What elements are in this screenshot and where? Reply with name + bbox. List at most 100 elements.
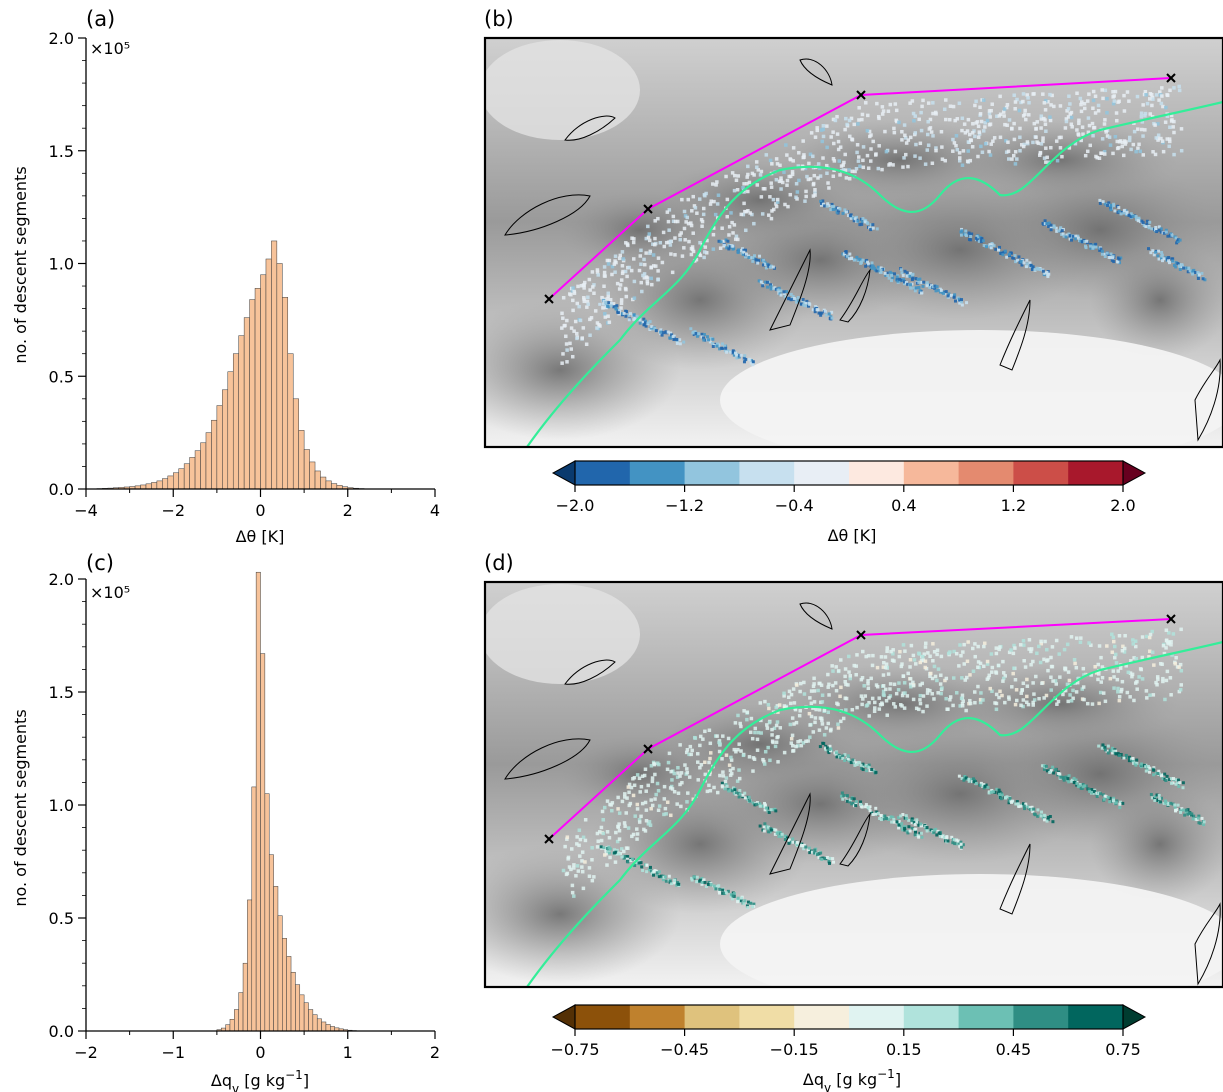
anomaly-pixel xyxy=(582,297,586,302)
anomaly-pixel xyxy=(725,246,729,250)
anomaly-pixel xyxy=(1059,135,1063,140)
anomaly-pixel xyxy=(666,760,671,765)
anomaly-pixel xyxy=(1125,212,1129,216)
anomaly-pixel xyxy=(888,694,893,698)
anomaly-pixel xyxy=(736,251,740,255)
anomaly-pixel xyxy=(1103,745,1107,749)
histogram-bar xyxy=(225,1024,231,1032)
anomaly-pixel xyxy=(679,804,683,809)
anomaly-pixel xyxy=(588,333,592,337)
anomaly-pixel xyxy=(708,202,713,206)
anomaly-pixel xyxy=(575,835,579,839)
anomaly-pixel xyxy=(1013,150,1018,154)
anomaly-pixel xyxy=(867,653,871,658)
anomaly-pixel xyxy=(565,835,570,839)
anomaly-pixel xyxy=(1128,695,1132,699)
anomaly-pixel xyxy=(835,210,839,214)
anomaly-pixel xyxy=(925,281,929,285)
anomaly-pixel xyxy=(792,701,797,705)
anomaly-pixel xyxy=(1016,258,1020,262)
anomaly-pixel xyxy=(794,744,798,749)
anomaly-pixel xyxy=(723,779,728,784)
anomaly-pixel xyxy=(1081,782,1085,786)
anomaly-pixel xyxy=(772,827,776,831)
anomaly-pixel xyxy=(711,342,715,346)
anomaly-pixel xyxy=(882,661,886,665)
anomaly-pixel xyxy=(663,806,668,811)
anomaly-pixel xyxy=(690,209,694,213)
anomaly-pixel xyxy=(1176,803,1180,807)
anomaly-pixel xyxy=(622,856,626,860)
anomaly-pixel xyxy=(640,865,644,869)
anomaly-pixel xyxy=(1197,814,1201,818)
anomaly-pixel xyxy=(914,286,918,290)
anomaly-pixel xyxy=(883,271,887,275)
anomaly-pixel xyxy=(734,791,738,795)
anomaly-pixel xyxy=(701,336,705,340)
anomaly-pixel xyxy=(822,733,827,737)
anomaly-pixel xyxy=(857,106,861,110)
anomaly-pixel xyxy=(637,859,641,863)
anomaly-pixel xyxy=(979,240,983,244)
anomaly-pixel xyxy=(745,710,750,714)
anomaly-pixel xyxy=(575,842,579,846)
anomaly-pixel xyxy=(1048,92,1052,97)
anomaly-pixel xyxy=(1103,748,1107,752)
anomaly-pixel xyxy=(1039,142,1044,146)
section-marker xyxy=(643,744,653,754)
anomaly-pixel xyxy=(805,174,809,179)
anomaly-pixel xyxy=(1093,94,1098,98)
anomaly-pixel xyxy=(865,769,869,773)
anomaly-pixel xyxy=(661,331,665,335)
section-marker xyxy=(856,90,866,100)
histogram-bar xyxy=(325,480,332,490)
anomaly-pixel xyxy=(1130,674,1134,679)
anomaly-pixel xyxy=(839,685,843,690)
anomaly-pixel xyxy=(978,236,982,240)
anomaly-pixel xyxy=(792,722,796,726)
anomaly-pixel xyxy=(649,806,653,811)
anomaly-pixel xyxy=(1011,256,1015,260)
anomaly-pixel xyxy=(703,245,708,249)
anomaly-pixel xyxy=(795,190,800,194)
anomaly-pixel xyxy=(902,706,907,710)
anomaly-pixel xyxy=(1117,694,1122,699)
cross-section-line-d xyxy=(548,618,1172,840)
anomaly-pixel xyxy=(881,673,886,677)
anomaly-pixel xyxy=(702,338,706,342)
anomaly-pixel xyxy=(1129,147,1133,152)
anomaly-pixel xyxy=(734,234,739,239)
anomaly-pixel xyxy=(780,832,784,836)
anomaly-pixel xyxy=(1165,774,1169,778)
anomaly-pixel xyxy=(834,751,838,755)
anomaly-pixel xyxy=(1049,145,1053,150)
anomaly-pixel xyxy=(700,332,704,336)
anomaly-pixel xyxy=(1103,794,1107,798)
anomaly-pixel xyxy=(934,289,938,293)
anomaly-pixel xyxy=(978,700,983,705)
anomaly-pixel xyxy=(670,778,674,782)
anomaly-pixel xyxy=(925,827,929,831)
y-tick-label: 1.5 xyxy=(49,683,74,702)
anomaly-pixel xyxy=(815,128,819,133)
anomaly-pixel xyxy=(765,827,769,831)
anomaly-pixel xyxy=(1169,693,1173,697)
anomaly-pixel xyxy=(829,208,833,212)
anomaly-pixel xyxy=(632,296,637,300)
anomaly-pixel xyxy=(762,825,766,829)
anomaly-pixel xyxy=(923,645,928,649)
anomaly-pixel xyxy=(904,814,908,818)
anomaly-pixel xyxy=(757,279,761,283)
anomaly-pixel xyxy=(606,262,611,266)
anomaly-pixel xyxy=(1073,661,1077,666)
anomaly-pixel xyxy=(1040,764,1044,768)
anomaly-pixel xyxy=(1134,149,1138,154)
anomaly-pixel xyxy=(906,671,910,676)
anomaly-pixel xyxy=(977,239,981,243)
anomaly-pixel xyxy=(748,730,753,735)
anomaly-pixel xyxy=(1041,136,1045,140)
anomaly-pixel xyxy=(1191,272,1195,276)
anomaly-pixel xyxy=(1154,136,1159,140)
anomaly-pixel xyxy=(1041,269,1045,273)
anomaly-pixel xyxy=(964,234,968,238)
